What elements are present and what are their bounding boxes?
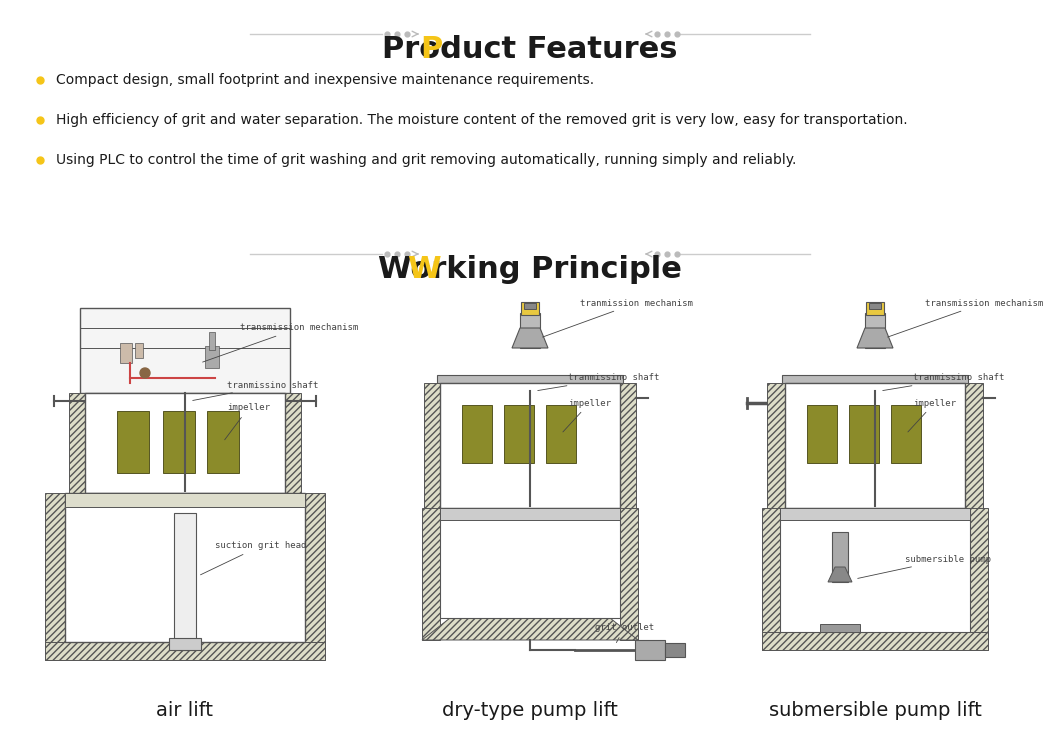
Text: dry-type pump lift: dry-type pump lift xyxy=(442,701,618,720)
Bar xyxy=(546,405,576,463)
Bar xyxy=(970,508,988,650)
Bar xyxy=(135,343,143,358)
Bar xyxy=(440,383,620,508)
Bar xyxy=(620,508,638,640)
Bar xyxy=(80,308,290,393)
Text: Product Features: Product Features xyxy=(383,35,677,65)
Bar xyxy=(762,632,988,650)
Bar xyxy=(665,643,685,657)
Bar xyxy=(782,375,968,383)
Bar xyxy=(440,508,620,618)
Bar xyxy=(767,383,785,508)
Bar xyxy=(437,375,623,383)
Text: impeller: impeller xyxy=(907,399,956,432)
Bar xyxy=(780,508,970,632)
Text: impeller: impeller xyxy=(563,399,611,432)
Bar xyxy=(69,393,85,493)
Text: transmission mechanism: transmission mechanism xyxy=(202,323,358,362)
Text: High efficiency of grit and water separation. The moisture content of the remove: High efficiency of grit and water separa… xyxy=(56,113,907,127)
Bar xyxy=(117,411,149,473)
Circle shape xyxy=(140,368,151,378)
Bar xyxy=(965,383,983,508)
Bar xyxy=(207,411,238,473)
Bar xyxy=(209,332,215,350)
Bar xyxy=(780,508,970,520)
Bar xyxy=(762,508,780,650)
Bar xyxy=(285,393,301,493)
Bar xyxy=(120,343,132,363)
Bar xyxy=(205,346,219,368)
Text: impeller: impeller xyxy=(225,404,270,440)
Bar xyxy=(45,642,325,660)
Bar xyxy=(504,405,534,463)
Text: Using PLC to control the time of grit washing and grit removing automatically, r: Using PLC to control the time of grit wa… xyxy=(56,153,796,167)
Bar xyxy=(424,383,440,508)
Text: tranmissino shaft: tranmissino shaft xyxy=(193,381,318,401)
Bar xyxy=(869,303,881,309)
Text: air lift: air lift xyxy=(157,701,213,720)
Bar xyxy=(849,405,879,463)
Text: transmission mechanism: transmission mechanism xyxy=(887,299,1043,337)
Text: Compact design, small footprint and inexpensive maintenance requirements.: Compact design, small footprint and inex… xyxy=(56,73,594,87)
Bar xyxy=(65,493,305,642)
Bar xyxy=(174,513,196,650)
Bar xyxy=(524,303,536,309)
Bar xyxy=(620,383,636,508)
Bar xyxy=(865,313,885,348)
Bar xyxy=(169,638,201,650)
Text: tranmission mechanism: tranmission mechanism xyxy=(543,299,693,337)
Text: grit outlet: grit outlet xyxy=(595,623,654,642)
Bar xyxy=(520,313,540,348)
Bar xyxy=(820,624,860,632)
Bar xyxy=(45,493,65,660)
Polygon shape xyxy=(422,618,638,640)
Text: submersible pump lift: submersible pump lift xyxy=(768,701,982,720)
Text: submersible pump: submersible pump xyxy=(858,554,991,578)
Bar xyxy=(85,393,285,493)
Bar xyxy=(832,532,848,582)
Polygon shape xyxy=(828,567,852,582)
Bar xyxy=(866,302,884,315)
Text: Working Principle: Working Principle xyxy=(378,256,682,284)
Bar xyxy=(807,405,837,463)
Text: tranmissino shaft: tranmissino shaft xyxy=(883,374,1005,390)
Bar xyxy=(462,405,492,463)
Polygon shape xyxy=(856,328,893,348)
Bar xyxy=(891,405,921,463)
Bar xyxy=(163,411,195,473)
Bar xyxy=(305,493,325,660)
Bar xyxy=(522,302,538,315)
Text: tranmissino shaft: tranmissino shaft xyxy=(537,374,659,390)
Text: W: W xyxy=(408,256,441,284)
Bar xyxy=(440,508,620,520)
Bar xyxy=(422,508,440,640)
Polygon shape xyxy=(512,328,548,348)
Bar xyxy=(785,383,965,508)
Text: suction grit head: suction grit head xyxy=(200,541,306,575)
Bar xyxy=(65,493,305,507)
Bar xyxy=(635,640,665,660)
Text: P: P xyxy=(420,35,442,65)
